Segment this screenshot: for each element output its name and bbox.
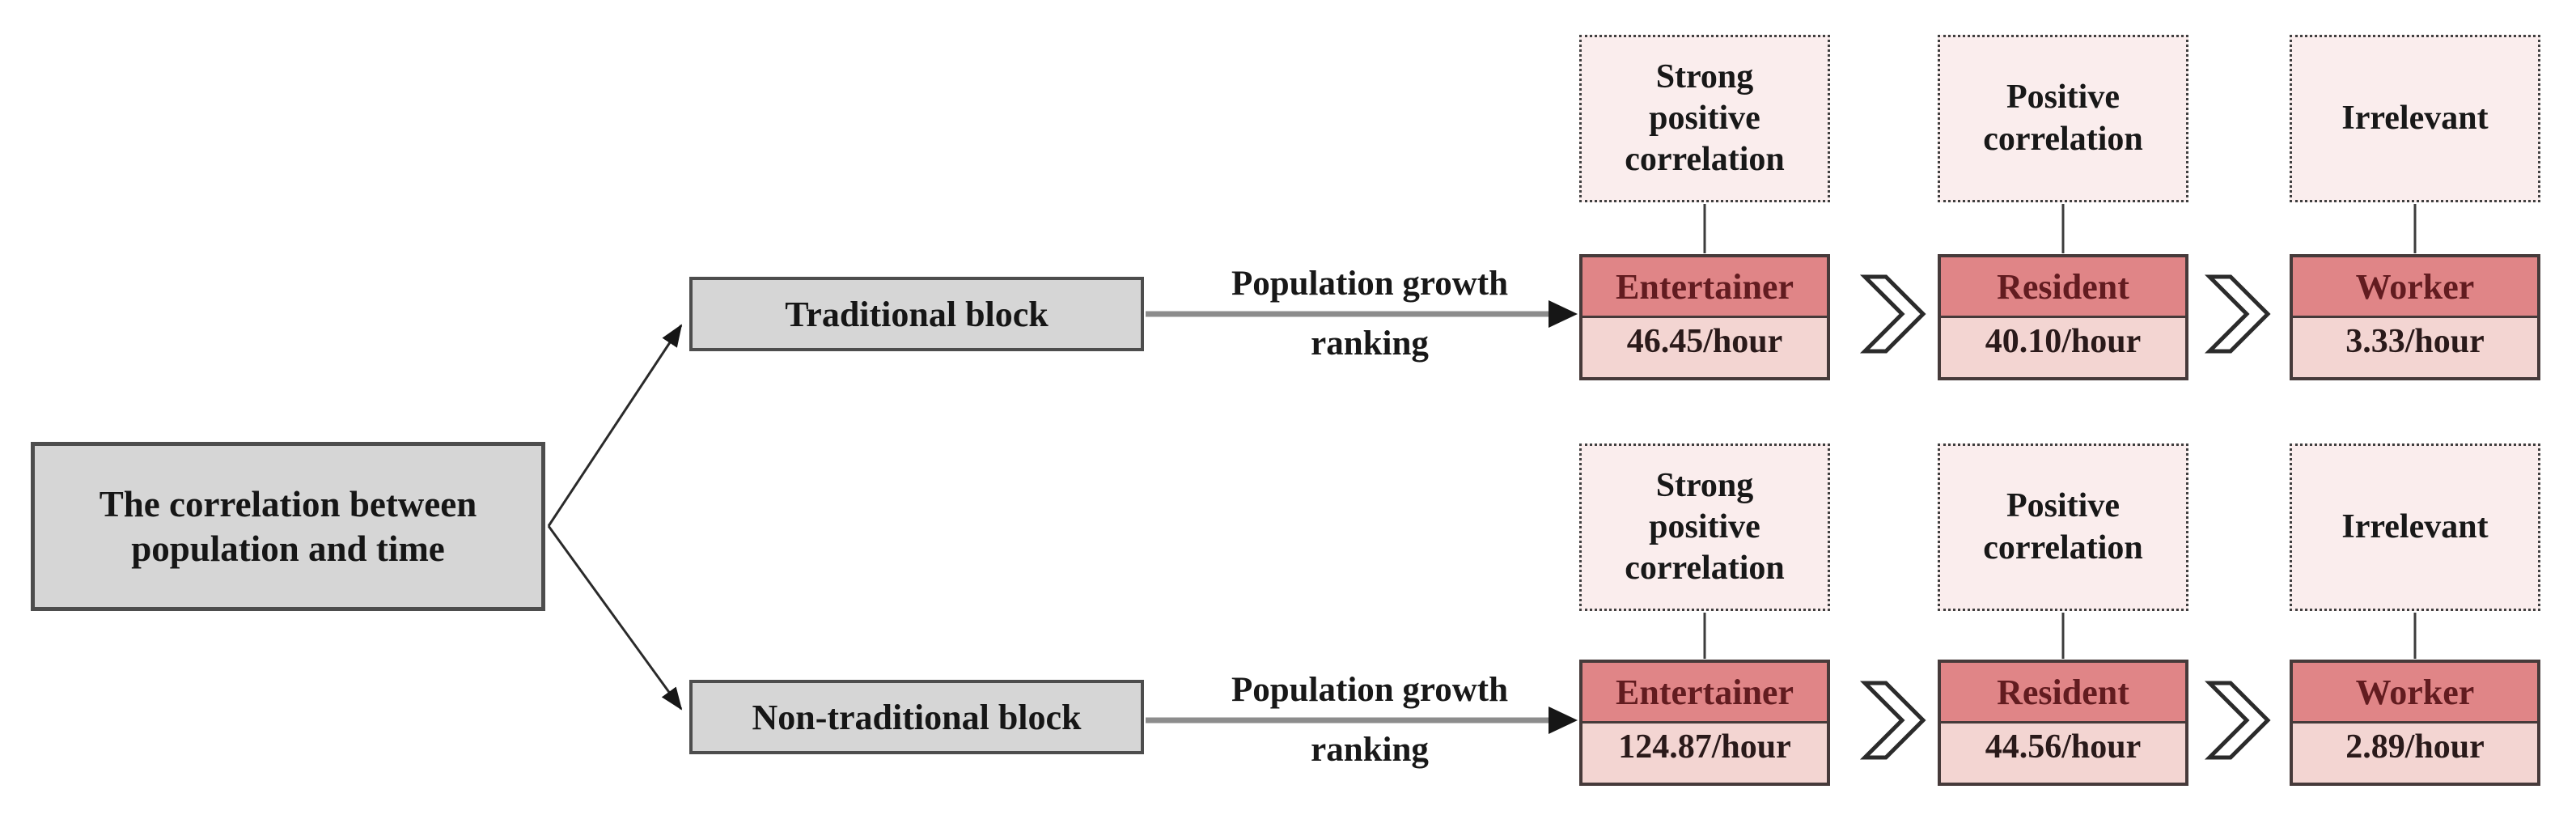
role-card: Entertainer 124.87/hour bbox=[1579, 660, 1830, 786]
branch-arrow-traditional bbox=[547, 324, 683, 527]
correlation-label: Positive correlation bbox=[1983, 487, 2143, 567]
correlation-label: Irrelevant bbox=[2341, 99, 2489, 137]
root-node: The correlation between population and t… bbox=[31, 442, 545, 611]
greater-than-chevron-icon bbox=[1859, 274, 1926, 354]
correlation-label: Positive correlation bbox=[1983, 79, 2143, 158]
role-name: Worker bbox=[2293, 257, 2537, 318]
arrow-label-line: Population growth bbox=[1231, 265, 1509, 303]
correlation-box: Irrelevant bbox=[2290, 35, 2540, 202]
arrow-label-line: Population growth bbox=[1231, 671, 1509, 709]
role-card: Worker 2.89/hour bbox=[2290, 660, 2540, 786]
correlation-box: Strong positive correlation bbox=[1579, 35, 1830, 202]
role-card: Resident 40.10/hour bbox=[1938, 254, 2188, 380]
role-rate: 44.56/hour bbox=[1985, 728, 2142, 766]
branch-node-label: Traditional block bbox=[785, 294, 1049, 334]
correlation-label: Strong positive correlation bbox=[1625, 57, 1785, 179]
root-node-label: The correlation between population and t… bbox=[99, 483, 477, 569]
role-name: Resident bbox=[1941, 663, 2185, 724]
correlation-box: Positive correlation bbox=[1938, 35, 2188, 202]
correlation-box: Strong positive correlation bbox=[1579, 443, 1830, 611]
role-name: Resident bbox=[1941, 257, 2185, 318]
branch-node-non-traditional: Non-traditional block bbox=[689, 680, 1144, 754]
arrow-label-line: ranking bbox=[1311, 325, 1429, 363]
role-rate: 2.89/hour bbox=[2345, 728, 2485, 766]
correlation-label: Irrelevant bbox=[2341, 507, 2489, 545]
greater-than-chevron-icon bbox=[2204, 274, 2271, 354]
role-name: Entertainer bbox=[1582, 257, 1827, 318]
role-name: Worker bbox=[2293, 663, 2537, 724]
ranking-arrow-label-traditional: Population growth ranking bbox=[1157, 259, 1582, 369]
role-rate: 124.87/hour bbox=[1618, 728, 1791, 766]
correlation-box: Irrelevant bbox=[2290, 443, 2540, 611]
branch-node-traditional: Traditional block bbox=[689, 277, 1144, 351]
correlation-label: Strong positive correlation bbox=[1625, 466, 1785, 588]
ranking-arrow-label-non-traditional: Population growth ranking bbox=[1157, 665, 1582, 775]
role-card: Resident 44.56/hour bbox=[1938, 660, 2188, 786]
role-card: Worker 3.33/hour bbox=[2290, 254, 2540, 380]
correlation-box: Positive correlation bbox=[1938, 443, 2188, 611]
greater-than-chevron-icon bbox=[2204, 681, 2271, 760]
role-card: Entertainer 46.45/hour bbox=[1579, 254, 1830, 380]
greater-than-chevron-icon bbox=[1859, 681, 1926, 760]
branch-node-label: Non-traditional block bbox=[752, 697, 1082, 737]
arrow-label-line: ranking bbox=[1311, 731, 1429, 769]
branch-arrow-non-traditional bbox=[547, 525, 683, 711]
role-rate: 3.33/hour bbox=[2345, 322, 2485, 360]
role-rate: 40.10/hour bbox=[1985, 322, 2142, 360]
role-name: Entertainer bbox=[1582, 663, 1827, 724]
role-rate: 46.45/hour bbox=[1626, 322, 1783, 360]
